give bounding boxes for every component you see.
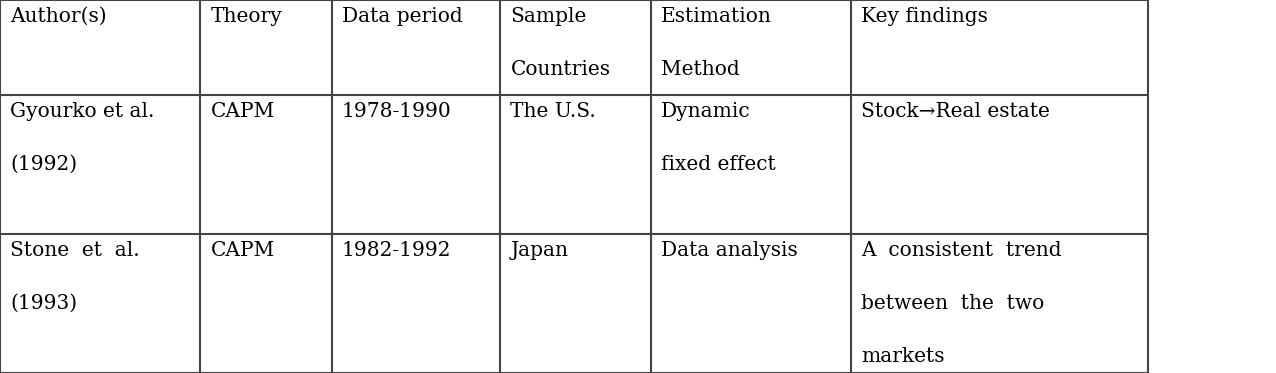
Text: Stone  et  al.

(1993): Stone et al. (1993) (10, 241, 140, 313)
Text: Gyourko et al.

(1992): Gyourko et al. (1992) (10, 102, 154, 174)
Text: Japan: Japan (510, 241, 568, 260)
Text: CAPM: CAPM (211, 102, 274, 121)
Text: Stock→Real estate: Stock→Real estate (861, 102, 1050, 121)
Text: CAPM: CAPM (211, 241, 274, 260)
Text: The U.S.: The U.S. (510, 102, 596, 121)
Text: Dynamic

fixed effect: Dynamic fixed effect (661, 102, 776, 174)
Text: Data period: Data period (342, 7, 463, 26)
Text: A  consistent  trend

between  the  two

markets: A consistent trend between the two marke… (861, 241, 1062, 366)
Text: Author(s): Author(s) (10, 7, 107, 26)
Text: 1982-1992: 1982-1992 (342, 241, 452, 260)
Text: Key findings: Key findings (861, 7, 988, 26)
Text: Data analysis: Data analysis (661, 241, 798, 260)
Text: Theory: Theory (211, 7, 282, 26)
Text: Estimation

Method: Estimation Method (661, 7, 772, 79)
Text: 1978-1990: 1978-1990 (342, 102, 452, 121)
Text: Sample

Countries: Sample Countries (510, 7, 610, 79)
